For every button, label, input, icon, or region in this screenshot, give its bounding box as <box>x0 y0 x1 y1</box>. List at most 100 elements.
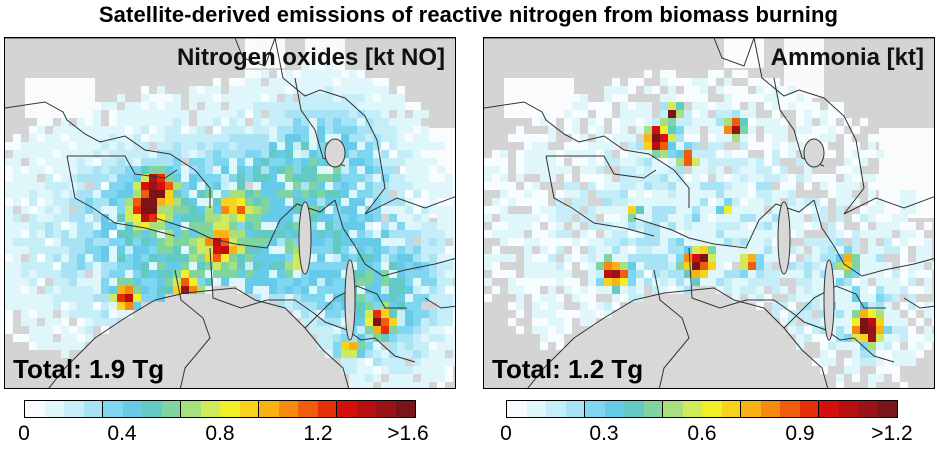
nh3-emission-cell <box>500 222 508 230</box>
nh3-emission-cell <box>908 334 916 342</box>
nox-emission-cell <box>133 198 141 206</box>
nh3-emission-cell <box>548 222 556 230</box>
nox-emission-cell <box>221 246 229 254</box>
nox-emission-cell <box>421 374 429 382</box>
nh3-emission-cell <box>676 190 684 198</box>
nh3-emission-cell <box>924 302 932 310</box>
nox-emission-cell <box>133 110 141 118</box>
nh3-emission-cell <box>780 182 788 190</box>
nox-emission-cell <box>413 334 421 342</box>
nh3-emission-cell <box>628 110 636 118</box>
nox-emission-cell <box>157 190 165 198</box>
nh3-emission-cell <box>660 286 668 294</box>
nh3-emission-cell <box>620 190 628 198</box>
nox-emission-cell <box>229 150 237 158</box>
nh3-emission-cell <box>620 270 628 278</box>
nox-emission-cell <box>381 358 389 366</box>
nh3-emission-cell <box>572 102 580 110</box>
nox-emission-cell <box>269 286 277 294</box>
nox-emission-cell <box>197 206 205 214</box>
nh3-emission-cell <box>508 230 516 238</box>
nh3-emission-cell <box>724 158 732 166</box>
nox-emission-cell <box>205 198 213 206</box>
nox-emission-cell <box>197 110 205 118</box>
nox-emission-cell <box>117 134 125 142</box>
nh3-emission-cell <box>572 286 580 294</box>
nh3-emission-cell <box>644 134 652 142</box>
nox-emission-cell <box>77 134 85 142</box>
nox-emission-cell <box>109 278 117 286</box>
nh3-emission-cell <box>716 110 724 118</box>
nh3-emission-cell <box>692 206 700 214</box>
nh3-emission-cell <box>884 262 892 270</box>
nox-emission-cell <box>357 382 365 388</box>
nox-emission-cell <box>301 174 309 182</box>
nox-emission-cell <box>69 302 77 310</box>
nox-emission-cell <box>253 278 261 286</box>
nh3-emission-cell <box>836 246 844 254</box>
nox-emission-cell <box>325 222 333 230</box>
nox-emission-cell <box>453 254 455 262</box>
nh3-emission-cell <box>580 102 588 110</box>
nox-emission-cell <box>317 174 325 182</box>
nh3-emission-cell <box>780 302 788 310</box>
nox-emission-cell <box>317 222 325 230</box>
nh3-emission-cell <box>764 198 772 206</box>
nh3-emission-cell <box>844 302 852 310</box>
nox-emission-cell <box>125 270 133 278</box>
nh3-emission-cell <box>852 246 860 254</box>
nox-emission-cell <box>229 174 237 182</box>
nh3-emission-cell <box>596 254 604 262</box>
nox-emission-cell <box>453 174 455 182</box>
nox-emission-cell <box>261 190 269 198</box>
nox-emission-cell <box>341 358 349 366</box>
nh3-emission-cell <box>852 270 860 278</box>
nox-emission-cell <box>141 118 149 126</box>
nox-emission-cell <box>373 118 381 126</box>
nh3-emission-cell <box>516 166 524 174</box>
nh3-emission-cell <box>788 310 796 318</box>
nox-emission-cell <box>365 86 373 94</box>
nox-emission-cell <box>237 238 245 246</box>
nox-emission-cell <box>317 302 325 310</box>
nh3-emission-cell <box>628 118 636 126</box>
nox-emission-cell <box>293 70 301 78</box>
nh3-emission-cell <box>764 86 772 94</box>
nox-emission-cell <box>37 222 45 230</box>
nh3-emission-cell <box>900 254 908 262</box>
nh3-emission-cell <box>828 254 836 262</box>
nh3-emission-cell <box>684 206 692 214</box>
nh3-emission-cell <box>788 150 796 158</box>
nh3-emission-cell <box>876 350 884 358</box>
nox-emission-cell <box>429 246 437 254</box>
nh3-emission-cell <box>708 102 716 110</box>
nox-emission-cell <box>341 70 349 78</box>
nox-emission-cell <box>61 334 69 342</box>
nh3-emission-cell <box>580 302 588 310</box>
nh3-emission-cell <box>644 166 652 174</box>
nh3-emission-cell <box>812 270 820 278</box>
nh3-emission-cell <box>756 166 764 174</box>
nh3-emission-cell <box>596 262 604 270</box>
nh3-emission-cell <box>668 262 676 270</box>
nh3-emission-cell <box>652 190 660 198</box>
nox-emission-cell <box>285 206 293 214</box>
nh3-emission-cell <box>684 126 692 134</box>
nh3-emission-cell <box>596 278 604 286</box>
nh3-emission-cell <box>564 182 572 190</box>
nox-emission-cell <box>397 158 405 166</box>
nox-emission-cell <box>93 262 101 270</box>
nh3-emission-cell <box>900 174 908 182</box>
nox-border-line <box>209 247 295 309</box>
nox-emission-cell <box>13 190 21 198</box>
nox-emission-cell <box>165 118 173 126</box>
nox-emission-cell <box>357 254 365 262</box>
nox-emission-cell <box>117 166 125 174</box>
nh3-emission-cell <box>692 126 700 134</box>
nh3-emission-cell <box>804 110 812 118</box>
nox-emission-cell <box>421 358 429 366</box>
nh3-emission-cell <box>660 206 668 214</box>
nh3-emission-cell <box>724 262 732 270</box>
nh3-colorbar-segment <box>819 401 839 417</box>
nox-emission-cell <box>285 126 293 134</box>
